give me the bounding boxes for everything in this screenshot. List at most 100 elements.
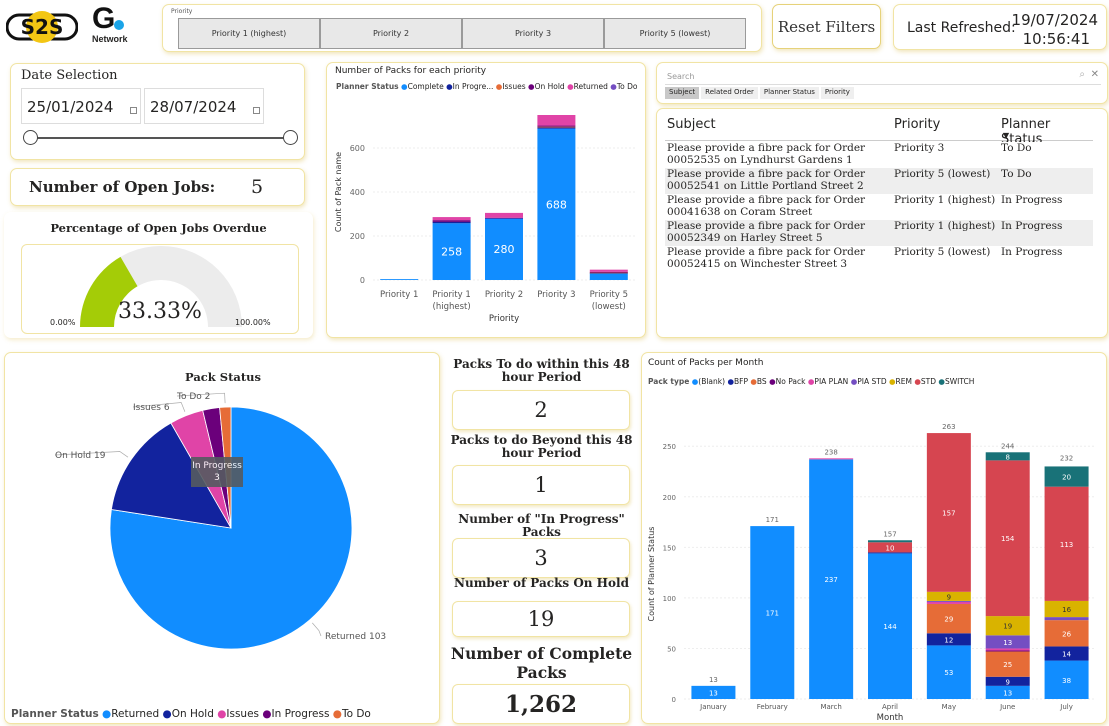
reset-filters-button[interactable]: Reset Filters bbox=[772, 4, 881, 49]
cell-status: In Progress bbox=[1001, 194, 1063, 206]
bar-segment bbox=[380, 279, 419, 280]
kpi-value-in-progress: 3 bbox=[452, 538, 630, 578]
pie-label: On Hold 19 bbox=[55, 451, 106, 461]
bar-segment bbox=[1044, 646, 1089, 661]
pie-label: To Do 2 bbox=[176, 392, 210, 402]
y-tick-label: 200 bbox=[663, 494, 676, 502]
g-network-logo: G Network bbox=[88, 2, 138, 48]
gauge-value-arc bbox=[80, 256, 138, 327]
data-label: 13 bbox=[1003, 639, 1012, 647]
bar-segment bbox=[985, 676, 1030, 686]
data-label: 8 bbox=[1005, 453, 1009, 461]
search-tab-planner-status[interactable]: Planner Status bbox=[759, 87, 819, 99]
date-selection-slicer: Date Selection 25/01/2024 28/07/2024 bbox=[10, 63, 305, 160]
network-text: Network bbox=[92, 34, 128, 44]
header-subject[interactable]: Subject bbox=[667, 117, 716, 132]
bar-segment bbox=[589, 273, 628, 280]
bar-segment bbox=[985, 648, 1030, 651]
cell-subject: Please provide a fibre pack for Order 00… bbox=[667, 142, 866, 166]
gauge-max-label: 100.00% bbox=[235, 318, 271, 327]
table-row[interactable]: Please provide a fibre pack for Order 00… bbox=[665, 246, 1093, 272]
data-label: 9 bbox=[1005, 678, 1009, 686]
bar-segment bbox=[926, 433, 971, 592]
date-slider-start-handle[interactable] bbox=[23, 130, 38, 145]
open-jobs-value: 5 bbox=[251, 176, 264, 198]
leader-line bbox=[312, 622, 322, 637]
s2s-logo-text: S2S bbox=[21, 15, 64, 39]
header-priority[interactable]: Priority bbox=[894, 117, 941, 132]
data-label: 144 bbox=[883, 623, 897, 631]
table-row[interactable]: Please provide a fibre pack for Order 00… bbox=[665, 220, 1093, 246]
last-refreshed-time: 10:56:41 bbox=[1022, 30, 1090, 48]
reset-filters-label: Reset Filters bbox=[777, 17, 876, 36]
bar-segment bbox=[985, 452, 1030, 461]
data-label: 13 bbox=[709, 689, 718, 697]
bar-segment bbox=[485, 218, 523, 280]
total-label: 157 bbox=[883, 530, 896, 538]
x-tick-label: February bbox=[757, 703, 788, 711]
cell-subject: Please provide a fibre pack for Order 00… bbox=[667, 246, 866, 270]
legend-item-returned: ●Returned bbox=[567, 82, 608, 91]
data-label: 19 bbox=[1003, 623, 1012, 631]
bar-segment bbox=[926, 600, 971, 602]
y-axis-label: Count of Planner Status bbox=[647, 527, 656, 622]
bar-segment bbox=[432, 223, 471, 280]
bar-segment bbox=[926, 633, 971, 646]
sort-descending-icon[interactable]: ▼ bbox=[1003, 131, 1010, 140]
legend-title: Planner Status bbox=[336, 82, 399, 91]
cell-status: In Progress bbox=[1001, 246, 1063, 258]
data-label: 25 bbox=[1003, 661, 1012, 669]
start-date-input[interactable]: 25/01/2024 bbox=[21, 88, 141, 124]
date-slider-track[interactable] bbox=[30, 137, 291, 139]
overdue-gauge-card: Percentage of Open Jobs Overdue 33.33% 0… bbox=[4, 212, 313, 338]
pack-status-card: Pack Status Returned 103 On Hold 19 Issues… bbox=[4, 352, 440, 724]
data-label: 113 bbox=[1060, 541, 1073, 549]
s2s-logo-graphic: S2S bbox=[5, 11, 79, 43]
x-tick-label: March bbox=[820, 703, 841, 711]
table-row[interactable]: Please provide a fibre pack for Order 00… bbox=[665, 194, 1093, 220]
bar-segment bbox=[589, 271, 628, 273]
legend-item-switch: ●SWITCH bbox=[938, 377, 975, 386]
priority-option-2[interactable]: Priority 2 bbox=[320, 18, 462, 49]
search-input[interactable]: Search ⌕ ✕ bbox=[665, 69, 1101, 85]
leader-line bbox=[176, 392, 226, 404]
y-tick-label: 0 bbox=[360, 276, 365, 285]
priority-option-1-highest[interactable]: Priority 1 (highest) bbox=[178, 18, 320, 49]
priority-option-3[interactable]: Priority 3 bbox=[462, 18, 604, 49]
g-letter: G bbox=[92, 2, 116, 35]
legend-title: Planner Status bbox=[11, 708, 99, 720]
bar-segment bbox=[868, 540, 912, 543]
calendar-icon[interactable] bbox=[253, 107, 260, 114]
legend-item-pia-plan: ●PIA PLAN bbox=[807, 377, 849, 386]
x-tick-label: Priority 1 bbox=[380, 290, 418, 300]
last-refreshed-date: 19/07/2024 bbox=[1011, 11, 1098, 29]
legend-item-in-progress: ●In Progre... bbox=[446, 82, 494, 91]
bar-segment bbox=[868, 552, 912, 554]
data-label: 13 bbox=[1003, 689, 1012, 697]
table-row[interactable]: Please provide a fibre pack for Order 00… bbox=[665, 168, 1093, 194]
cell-subject: Please provide a fibre pack for Order 00… bbox=[667, 194, 866, 218]
calendar-icon[interactable] bbox=[130, 107, 137, 114]
bar-segment bbox=[809, 458, 854, 460]
search-tab-subject[interactable]: Subject bbox=[665, 87, 700, 99]
data-label: 9 bbox=[947, 593, 951, 601]
search-icon[interactable]: ⌕ bbox=[1079, 69, 1085, 80]
leader-line bbox=[54, 451, 129, 458]
bar-segment bbox=[537, 128, 576, 280]
bar-segment bbox=[1044, 600, 1089, 618]
y-tick-label: 250 bbox=[663, 443, 676, 451]
cell-subject: Please provide a fibre pack for Order 00… bbox=[667, 168, 866, 192]
data-label: 14 bbox=[1062, 651, 1071, 659]
search-tab-related-order[interactable]: Related Order bbox=[701, 87, 758, 99]
data-label: 26 bbox=[1062, 630, 1071, 638]
end-date-value: 28/07/2024 bbox=[150, 98, 237, 116]
clear-search-icon[interactable]: ✕ bbox=[1090, 69, 1099, 80]
date-slider-end-handle[interactable] bbox=[283, 130, 298, 145]
priority-option-5-lowest[interactable]: Priority 5 (lowest) bbox=[604, 18, 746, 49]
legend-item-rem: ●REM bbox=[889, 377, 912, 386]
search-tab-priority[interactable]: Priority bbox=[820, 87, 854, 99]
bar-segment bbox=[432, 221, 471, 224]
end-date-input[interactable]: 28/07/2024 bbox=[144, 88, 264, 124]
table-row[interactable]: Please provide a fibre pack for Order 00… bbox=[665, 142, 1093, 168]
pack-status-title: Pack Status bbox=[185, 370, 261, 384]
